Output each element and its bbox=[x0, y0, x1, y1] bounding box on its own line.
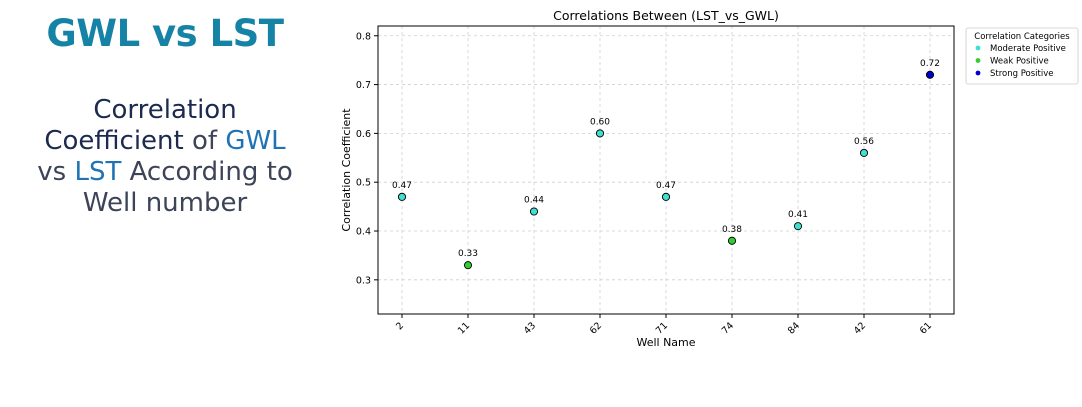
data-label-71: 0.47 bbox=[656, 181, 676, 191]
data-label-62: 0.60 bbox=[590, 117, 610, 127]
data-point-71 bbox=[661, 192, 671, 201]
page-heading: GWL vs LST bbox=[46, 12, 284, 55]
data-label-61: 0.72 bbox=[920, 59, 940, 69]
x-axis-label: Well Name bbox=[636, 336, 695, 349]
data-label-42: 0.56 bbox=[854, 137, 874, 147]
data-point-2 bbox=[397, 192, 407, 201]
y-tick-label: 0.3 bbox=[356, 275, 371, 286]
subtitle-line-4: Well number bbox=[82, 188, 248, 218]
legend-entry-weak: Weak Positive bbox=[990, 57, 1049, 67]
subtitle-line-3: vs LST According to bbox=[0, 157, 330, 188]
x-tick-label: 43 bbox=[522, 320, 538, 336]
subtitle-word-coefficient: Coefficient bbox=[44, 126, 184, 156]
data-label-11: 0.33 bbox=[458, 249, 478, 259]
correlation-scatter-chart: Correlations Between (LST_vs_GWL) 0.3 0.4 0… bbox=[340, 8, 1079, 349]
legend-entry-moderate: Moderate Positive bbox=[990, 44, 1066, 54]
subtitle-word-vs: vs bbox=[37, 157, 75, 187]
data-point-62 bbox=[595, 129, 605, 138]
y-tick-label: 0.7 bbox=[356, 80, 371, 91]
x-tick-label: 61 bbox=[918, 320, 934, 336]
subtitle-word-lst: LST bbox=[74, 157, 122, 187]
x-tick-label: 2 bbox=[394, 320, 406, 332]
subtitle-word-of: of bbox=[183, 126, 226, 156]
legend-marker-weak bbox=[975, 58, 981, 63]
data-label-74: 0.38 bbox=[722, 225, 742, 235]
x-tick-label: 62 bbox=[588, 320, 604, 336]
chart-title: Correlations Between (LST_vs_GWL) bbox=[553, 8, 779, 23]
x-tick-label: 74 bbox=[720, 320, 736, 336]
data-point-61 bbox=[925, 70, 935, 79]
x-tick-label: 11 bbox=[456, 320, 472, 336]
subtitle-word-gwl: GWL bbox=[225, 126, 286, 156]
legend-title: Correlation Categories bbox=[974, 32, 1070, 42]
y-tick-label: 0.8 bbox=[356, 31, 371, 42]
page-subtitle: Correlation Coefficient of GWL vs LST Ac… bbox=[0, 95, 330, 219]
y-tick-label: 0.6 bbox=[356, 129, 371, 140]
data-label-43: 0.44 bbox=[524, 195, 544, 205]
subtitle-word-according: According to bbox=[121, 157, 293, 187]
data-label-2: 0.47 bbox=[392, 181, 412, 191]
y-tick-label: 0.5 bbox=[356, 178, 371, 189]
x-tick-label: 71 bbox=[654, 320, 670, 336]
x-tick-label: 84 bbox=[786, 320, 802, 336]
left-panel: GWL vs LST Correlation Coefficient of GW… bbox=[0, 0, 330, 407]
legend-marker-strong bbox=[975, 70, 981, 76]
data-point-11 bbox=[463, 261, 473, 270]
data-point-74 bbox=[727, 236, 737, 245]
legend-entry-strong: Strong Positive bbox=[990, 69, 1054, 79]
legend-box bbox=[965, 27, 1079, 85]
data-point-84 bbox=[793, 222, 803, 231]
x-tick-label: 42 bbox=[852, 320, 868, 336]
data-point-43 bbox=[529, 207, 539, 216]
legend-marker-moderate bbox=[975, 45, 981, 51]
y-tick-label: 0.4 bbox=[356, 227, 371, 238]
subtitle-line-1: Correlation bbox=[93, 95, 237, 125]
data-point-42 bbox=[859, 148, 869, 157]
data-label-84: 0.41 bbox=[788, 210, 808, 220]
y-axis-label: Correlation Coefficient bbox=[340, 108, 353, 232]
subtitle-line-2: Coefficient of GWL bbox=[0, 126, 330, 157]
